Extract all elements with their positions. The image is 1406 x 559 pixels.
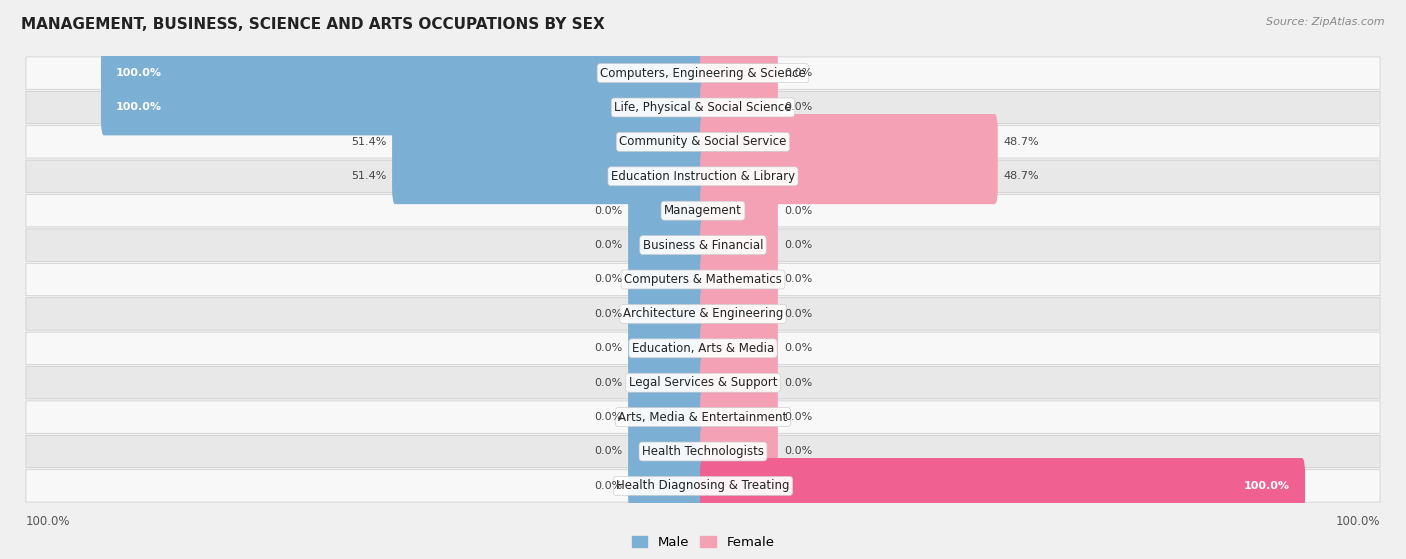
FancyBboxPatch shape <box>25 401 1381 433</box>
Text: Legal Services & Support: Legal Services & Support <box>628 376 778 389</box>
Text: 100.0%: 100.0% <box>27 515 70 528</box>
Text: 0.0%: 0.0% <box>785 412 813 422</box>
Text: 48.7%: 48.7% <box>1004 171 1039 181</box>
FancyBboxPatch shape <box>392 114 706 170</box>
Text: Source: ZipAtlas.com: Source: ZipAtlas.com <box>1267 17 1385 27</box>
Text: 0.0%: 0.0% <box>785 240 813 250</box>
Text: 0.0%: 0.0% <box>593 412 621 422</box>
Text: 0.0%: 0.0% <box>593 309 621 319</box>
Text: 0.0%: 0.0% <box>785 447 813 457</box>
FancyBboxPatch shape <box>628 389 706 445</box>
FancyBboxPatch shape <box>700 149 998 204</box>
FancyBboxPatch shape <box>25 470 1381 502</box>
Text: 100.0%: 100.0% <box>1244 481 1291 491</box>
Text: 0.0%: 0.0% <box>785 378 813 388</box>
Text: Architecture & Engineering: Architecture & Engineering <box>623 307 783 320</box>
FancyBboxPatch shape <box>628 217 706 273</box>
Text: MANAGEMENT, BUSINESS, SCIENCE AND ARTS OCCUPATIONS BY SEX: MANAGEMENT, BUSINESS, SCIENCE AND ARTS O… <box>21 17 605 32</box>
FancyBboxPatch shape <box>101 79 706 135</box>
Text: Community & Social Service: Community & Social Service <box>619 135 787 148</box>
FancyBboxPatch shape <box>25 195 1381 227</box>
FancyBboxPatch shape <box>628 355 706 410</box>
Text: 0.0%: 0.0% <box>785 102 813 112</box>
FancyBboxPatch shape <box>25 91 1381 124</box>
Text: 0.0%: 0.0% <box>593 206 621 216</box>
FancyBboxPatch shape <box>700 45 778 101</box>
FancyBboxPatch shape <box>25 298 1381 330</box>
Text: 0.0%: 0.0% <box>593 447 621 457</box>
FancyBboxPatch shape <box>628 183 706 239</box>
Text: 100.0%: 100.0% <box>115 102 162 112</box>
Text: 0.0%: 0.0% <box>785 274 813 285</box>
FancyBboxPatch shape <box>700 79 778 135</box>
FancyBboxPatch shape <box>700 286 778 342</box>
FancyBboxPatch shape <box>700 424 778 480</box>
FancyBboxPatch shape <box>700 252 778 307</box>
Text: 100.0%: 100.0% <box>1336 515 1379 528</box>
Legend: Male, Female: Male, Female <box>626 531 780 555</box>
FancyBboxPatch shape <box>25 160 1381 192</box>
Text: 100.0%: 100.0% <box>115 68 162 78</box>
Text: Education, Arts & Media: Education, Arts & Media <box>631 342 775 355</box>
FancyBboxPatch shape <box>25 435 1381 468</box>
Text: 0.0%: 0.0% <box>785 68 813 78</box>
Text: Education Instruction & Library: Education Instruction & Library <box>612 170 794 183</box>
Text: Computers, Engineering & Science: Computers, Engineering & Science <box>600 67 806 79</box>
Text: 0.0%: 0.0% <box>593 240 621 250</box>
Text: 48.7%: 48.7% <box>1004 137 1039 147</box>
Text: Arts, Media & Entertainment: Arts, Media & Entertainment <box>619 411 787 424</box>
Text: Business & Financial: Business & Financial <box>643 239 763 252</box>
Text: Computers & Mathematics: Computers & Mathematics <box>624 273 782 286</box>
FancyBboxPatch shape <box>101 45 706 101</box>
FancyBboxPatch shape <box>25 57 1381 89</box>
FancyBboxPatch shape <box>628 458 706 514</box>
Text: 0.0%: 0.0% <box>593 481 621 491</box>
Text: 51.4%: 51.4% <box>350 171 387 181</box>
FancyBboxPatch shape <box>25 332 1381 364</box>
FancyBboxPatch shape <box>628 424 706 480</box>
FancyBboxPatch shape <box>700 458 1305 514</box>
Text: 0.0%: 0.0% <box>785 206 813 216</box>
Text: 0.0%: 0.0% <box>593 343 621 353</box>
FancyBboxPatch shape <box>700 355 778 410</box>
FancyBboxPatch shape <box>628 286 706 342</box>
Text: 51.4%: 51.4% <box>350 137 387 147</box>
FancyBboxPatch shape <box>628 320 706 376</box>
FancyBboxPatch shape <box>392 149 706 204</box>
Text: 0.0%: 0.0% <box>593 378 621 388</box>
FancyBboxPatch shape <box>628 252 706 307</box>
Text: 0.0%: 0.0% <box>785 343 813 353</box>
Text: Health Technologists: Health Technologists <box>643 445 763 458</box>
FancyBboxPatch shape <box>25 263 1381 296</box>
FancyBboxPatch shape <box>700 217 778 273</box>
FancyBboxPatch shape <box>25 367 1381 399</box>
FancyBboxPatch shape <box>700 183 778 239</box>
Text: 0.0%: 0.0% <box>785 309 813 319</box>
FancyBboxPatch shape <box>700 114 998 170</box>
Text: Health Diagnosing & Treating: Health Diagnosing & Treating <box>616 480 790 492</box>
FancyBboxPatch shape <box>700 320 778 376</box>
FancyBboxPatch shape <box>700 389 778 445</box>
Text: 0.0%: 0.0% <box>593 274 621 285</box>
Text: Management: Management <box>664 204 742 217</box>
Text: Life, Physical & Social Science: Life, Physical & Social Science <box>614 101 792 114</box>
FancyBboxPatch shape <box>25 229 1381 261</box>
FancyBboxPatch shape <box>25 126 1381 158</box>
